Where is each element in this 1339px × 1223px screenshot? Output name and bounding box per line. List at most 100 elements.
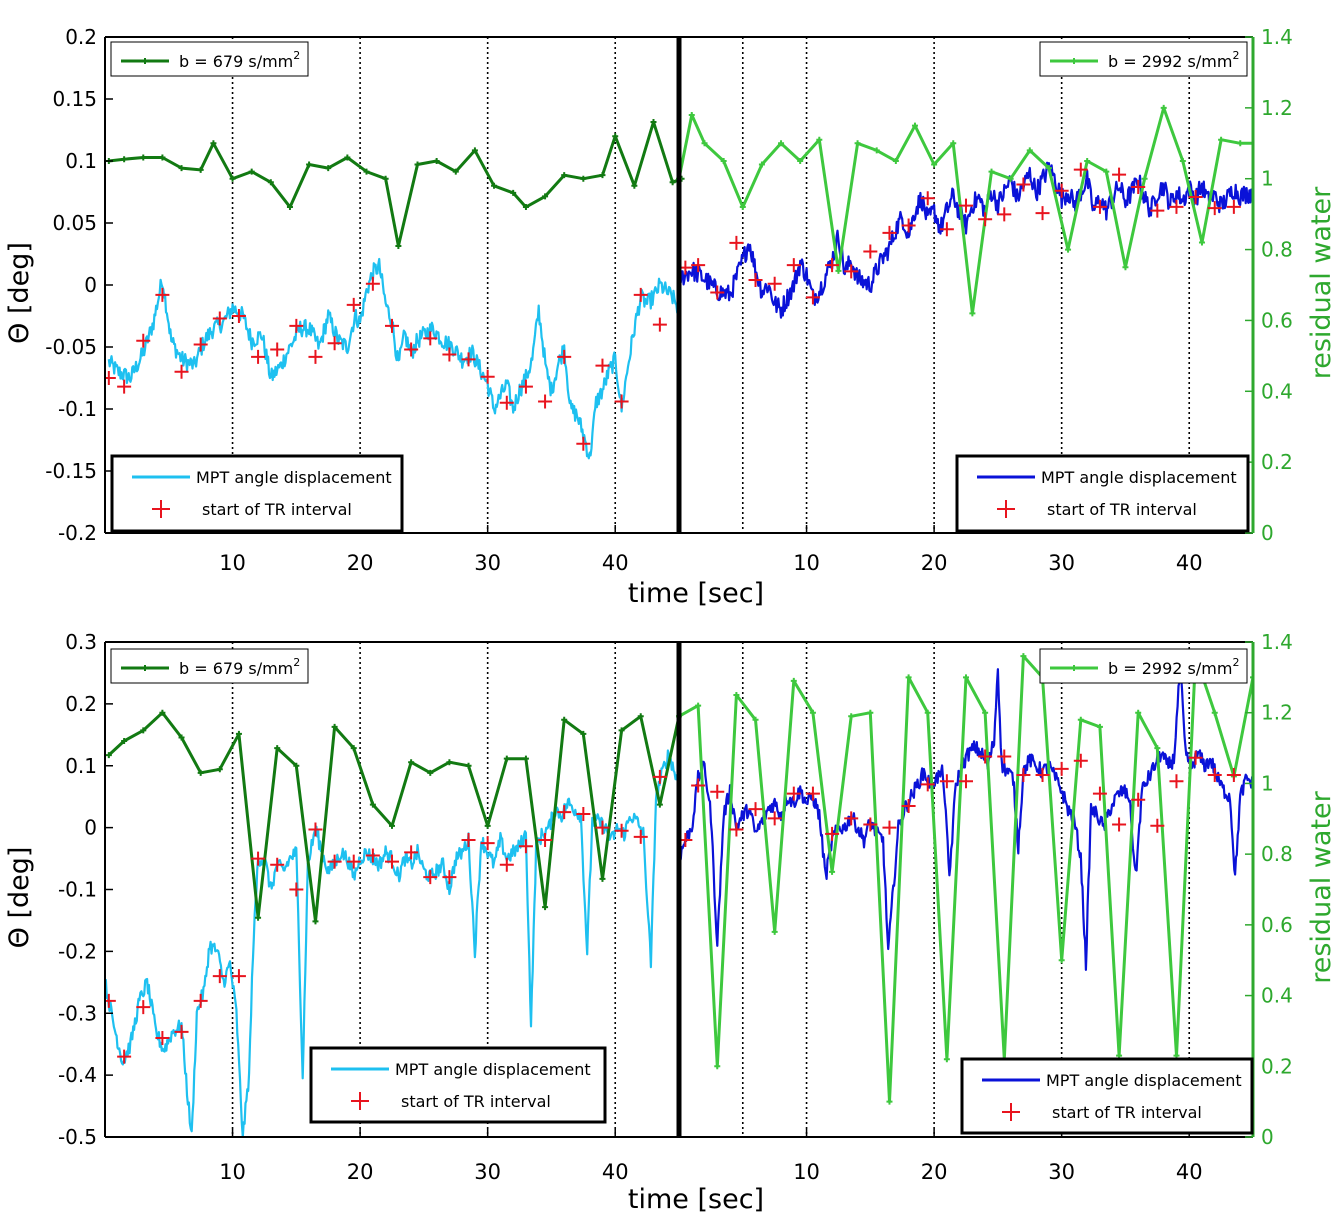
tr-marker — [614, 823, 629, 838]
y-tick-label: -0.15 — [45, 459, 97, 483]
tr-marker — [518, 379, 533, 394]
water-point — [408, 759, 415, 766]
tr-marker — [557, 349, 572, 364]
tr-marker — [652, 317, 667, 332]
bottom-panel: -0.5 -0.4 -0.3 -0.2 -0.1 0 0.1 0.2 0.3 0 0.2 0.4 0.6… — [4, 630, 1337, 1215]
water-point — [510, 189, 517, 196]
water-point — [159, 709, 166, 716]
water-point — [829, 868, 836, 875]
legend-marker — [1002, 1103, 1020, 1121]
legend-label: b = 2992 s/mm2 — [1108, 49, 1239, 71]
tr-marker — [1073, 753, 1088, 768]
legend-marker — [997, 500, 1015, 518]
tr-marker — [576, 807, 591, 822]
water-point — [471, 147, 478, 154]
water-point — [1045, 165, 1052, 172]
tr-marker — [595, 358, 610, 373]
tr-marker — [193, 993, 208, 1008]
tr-marker — [1112, 817, 1127, 832]
water-point — [1160, 104, 1167, 111]
data-layer — [105, 104, 1253, 460]
x-tick-label: 30 — [1048, 551, 1075, 575]
tr-marker — [1150, 818, 1165, 833]
water-point — [561, 716, 568, 723]
water-point — [835, 267, 842, 274]
water-point — [1020, 653, 1027, 660]
tr-marker — [518, 839, 533, 854]
y-tick-label: 0 — [84, 273, 97, 297]
water-point — [140, 727, 147, 734]
series-mpt_left — [107, 257, 681, 460]
water-point — [1250, 674, 1253, 681]
y-tick-label: 0.1 — [65, 754, 97, 778]
water-point — [561, 172, 568, 179]
tr-marker — [174, 364, 189, 379]
tr-marker — [844, 264, 859, 279]
y-right-tick-label: 0.2 — [1261, 450, 1293, 474]
tr-marker — [997, 749, 1012, 764]
water-point — [720, 158, 727, 164]
water-point — [1026, 147, 1033, 154]
y-tick-label: -0.1 — [58, 878, 97, 902]
legend-water-right: b = 2992 s/mm2 — [1039, 41, 1248, 77]
water-point — [446, 759, 453, 766]
tr-marker — [385, 318, 399, 333]
tr-marker — [251, 349, 266, 364]
x-tick-label: 20 — [347, 1160, 374, 1184]
tr-marker — [174, 1024, 189, 1039]
water-point — [1103, 168, 1110, 175]
legend-label: b = 679 s/mm2 — [179, 49, 300, 71]
tr-marker — [1207, 201, 1222, 216]
water-point — [197, 769, 204, 776]
legend-box — [1039, 648, 1248, 684]
legend-box — [955, 454, 1250, 533]
water-point — [286, 204, 293, 211]
tr-marker — [939, 222, 954, 237]
tr-marker — [1188, 750, 1203, 765]
water-point — [1084, 158, 1091, 164]
legend-marker — [1071, 58, 1077, 64]
tr-marker — [1150, 203, 1165, 218]
tr-marker — [1054, 761, 1069, 776]
water-point — [656, 801, 663, 808]
tr-marker — [920, 777, 935, 792]
legend-label: start of TR interval — [202, 500, 352, 519]
water-point — [969, 310, 976, 317]
y-right-tick-label: 0 — [1261, 521, 1274, 545]
water-point — [121, 738, 128, 744]
tr-marker — [105, 371, 116, 385]
tr-marker — [1035, 206, 1050, 221]
x-tick-label: 30 — [1048, 1160, 1075, 1184]
legend-label: MPT angle displacement — [395, 1060, 591, 1079]
water-point — [216, 766, 223, 773]
tr-marker — [691, 778, 706, 793]
water-point — [344, 154, 351, 161]
tr-marker — [729, 235, 744, 250]
tr-marker — [1092, 199, 1107, 214]
legend-label: start of TR interval — [401, 1092, 551, 1111]
tr-marker — [105, 993, 116, 1008]
x-axis-label: time [sec] — [628, 1184, 764, 1215]
tr-marker — [882, 820, 897, 835]
water-point — [580, 730, 587, 737]
tr-marker — [136, 1000, 151, 1015]
x-tick-label: 10 — [219, 551, 246, 575]
y-tick-label: 0.1 — [65, 149, 97, 173]
water-point — [248, 168, 255, 175]
y-tick-label: 0.2 — [65, 25, 97, 49]
legend-mpt-right: MPT angle displacement start of TR interv… — [955, 454, 1250, 533]
legend-label: b = 2992 s/mm2 — [1108, 656, 1239, 678]
tr-marker — [1092, 786, 1107, 801]
water-point — [1135, 709, 1142, 716]
y-right-tick-label: 0.4 — [1261, 379, 1293, 403]
water-point — [1250, 140, 1253, 147]
tr-marker — [1112, 167, 1127, 182]
data-layer — [105, 653, 1253, 1137]
x-tick-label: 30 — [474, 551, 501, 575]
water-point — [1198, 239, 1205, 246]
legend-water-right: b = 2992 s/mm2 — [1039, 648, 1248, 684]
tr-marker — [461, 352, 476, 367]
water-point — [982, 709, 989, 716]
